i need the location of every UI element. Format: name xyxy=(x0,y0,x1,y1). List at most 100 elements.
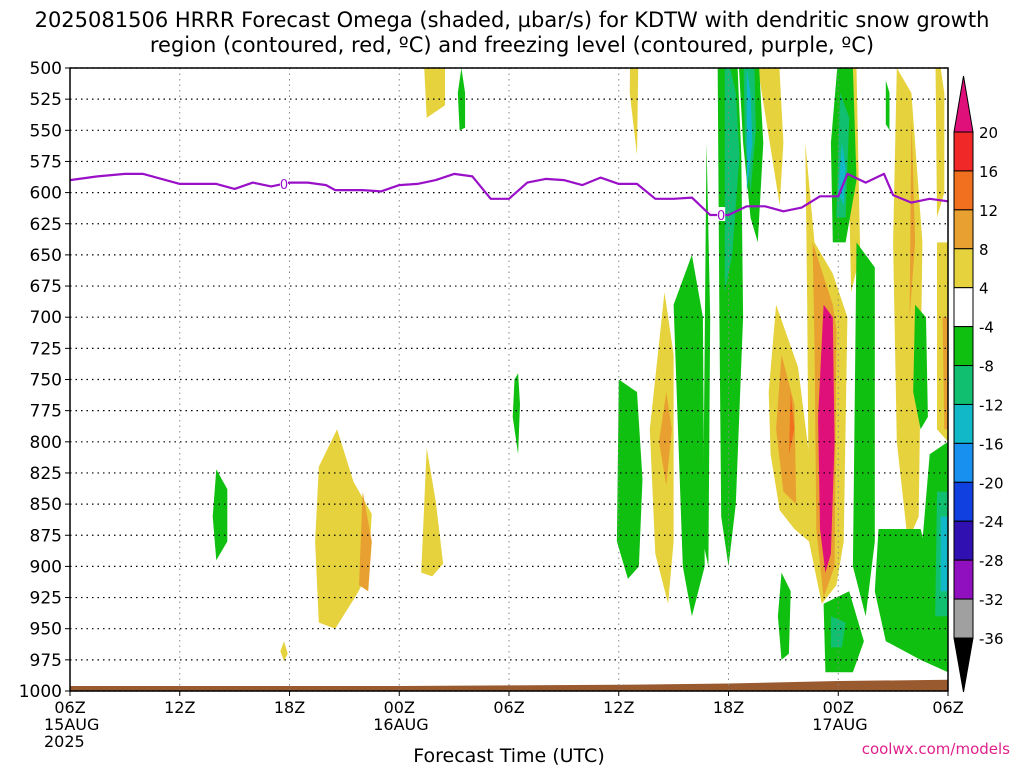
colorbar-bin-3 xyxy=(953,209,974,250)
omega-region-24 xyxy=(616,379,643,579)
omega-region-9 xyxy=(788,392,795,455)
omega-region-15 xyxy=(893,68,923,542)
omega-region-1 xyxy=(421,448,444,577)
colorbar-top-arrow xyxy=(953,75,974,133)
colorbar-bin-1 xyxy=(953,131,974,172)
colorbar-bin-10 xyxy=(953,481,974,522)
omega-region-16 xyxy=(909,117,916,318)
omega-region-25 xyxy=(673,254,705,617)
x-tick-label-24-0: 06Z xyxy=(493,698,524,717)
colorbar-label-8: -16 xyxy=(979,435,1004,453)
y-tick-label-750: 750 xyxy=(30,371,62,391)
x-tick-label-48-0: 06Z xyxy=(932,698,963,717)
colorbar-label-5: -4 xyxy=(979,319,994,337)
y-tick-label-650: 650 xyxy=(30,246,62,266)
omega-region-0 xyxy=(424,68,445,118)
colorbar-bin-4 xyxy=(953,248,974,289)
y-tick-label-825: 825 xyxy=(30,464,62,484)
x-tick-label-6-0: 12Z xyxy=(164,698,195,717)
colorbar-label-9: -20 xyxy=(979,474,1004,492)
colorbar-label-0: 20 xyxy=(979,124,998,142)
colorbar-label-11: -28 xyxy=(979,552,1004,570)
omega-region-2 xyxy=(315,429,372,629)
omega-region-40 xyxy=(913,304,928,430)
omega-region-26 xyxy=(702,142,711,567)
y-tick-label-950: 950 xyxy=(30,620,62,640)
colorbar-label-2: 12 xyxy=(979,202,998,220)
omega-region-8 xyxy=(776,354,797,505)
y-tick-label-850: 850 xyxy=(30,495,62,515)
omega-region-44 xyxy=(885,80,890,131)
omega-region-5 xyxy=(659,392,672,486)
colorbar-label-4: 4 xyxy=(979,280,989,298)
omega-region-43 xyxy=(940,516,948,592)
y-tick-label-875: 875 xyxy=(30,526,62,546)
freezing-level-label-0: 0 xyxy=(280,178,288,193)
colorbar-label-1: 16 xyxy=(979,163,998,181)
omega-region-38 xyxy=(852,242,875,617)
y-tick-label-625: 625 xyxy=(30,215,62,235)
x-tick-label-0-1: 15AUG xyxy=(44,715,99,734)
x-tick-label-36-0: 18Z xyxy=(713,698,744,717)
y-tick-label-500: 500 xyxy=(30,59,62,79)
colorbar-bin-13 xyxy=(953,598,974,639)
y-tick-label-550: 550 xyxy=(30,121,62,141)
colorbar-label-10: -24 xyxy=(979,513,1004,531)
omega-region-6 xyxy=(629,68,639,156)
omega-region-21 xyxy=(212,469,228,561)
y-tick-label-600: 600 xyxy=(30,184,62,204)
y-tick-label-575: 575 xyxy=(30,152,62,172)
colorbar-bin-12 xyxy=(953,559,974,600)
chart-title: 2025081506 HRRR Forecast Omega (shaded, … xyxy=(34,8,990,57)
colorbar-label-3: 8 xyxy=(979,241,989,259)
colorbar-bin-6 xyxy=(953,326,974,367)
omega-region-37 xyxy=(830,616,846,648)
omega-region-32 xyxy=(777,572,791,660)
omega-region-31 xyxy=(746,68,753,193)
colorbar-bin-11 xyxy=(953,520,974,561)
x-axis-label: Forecast Time (UTC) xyxy=(413,745,604,767)
freezing-label-bg-1 xyxy=(717,207,726,222)
colorbar-bin-5 xyxy=(953,287,974,328)
omega-region-20 xyxy=(280,641,288,662)
freezing-level-label-1: 0 xyxy=(717,209,725,224)
credit-text: coolwx.com/models xyxy=(861,740,1010,758)
omega-region-10 xyxy=(757,68,784,206)
x-tick-label-42-0: 00Z xyxy=(823,698,854,717)
y-tick-label-675: 675 xyxy=(30,277,62,297)
colorbar-bin-7 xyxy=(953,365,974,405)
y-tick-label-925: 925 xyxy=(30,589,62,609)
y-tick-label-975: 975 xyxy=(30,651,62,671)
x-tick-label-18-0: 00Z xyxy=(384,698,415,717)
colorbar-bin-9 xyxy=(953,442,974,483)
colorbar-label-12: -32 xyxy=(979,591,1004,609)
omega-region-13 xyxy=(818,304,835,573)
colorbar-bottom-arrow xyxy=(953,637,974,693)
omega-region-23 xyxy=(512,373,520,455)
x-tick-label-30-0: 12Z xyxy=(603,698,634,717)
x-tick-label-0-0: 06Z xyxy=(54,698,85,717)
omega-region-19 xyxy=(942,317,948,430)
omega-shading xyxy=(70,68,948,691)
y-tick-label-525: 525 xyxy=(30,90,62,110)
x-tick-label-12-0: 18Z xyxy=(274,698,305,717)
colorbar-label-13: -36 xyxy=(979,630,1004,648)
y-tick-label-900: 900 xyxy=(30,557,62,577)
colorbar-label-6: -8 xyxy=(979,358,994,376)
y-tick-label-775: 775 xyxy=(30,402,62,422)
x-tick-label-42-1: 17AUG xyxy=(812,715,867,734)
freezing-level-line xyxy=(69,172,949,217)
x-tick-label-18-1: 16AUG xyxy=(373,715,428,734)
y-tick-label-1000: 1000 xyxy=(19,682,62,702)
colorbar-label-7: -12 xyxy=(979,396,1004,414)
x-tick-label-0-2: 2025 xyxy=(44,732,85,751)
terrain-surface xyxy=(70,679,948,691)
omega-region-17 xyxy=(935,68,945,218)
y-tick-label-800: 800 xyxy=(30,433,62,453)
y-tick-label-700: 700 xyxy=(30,308,62,328)
colorbar-bin-2 xyxy=(953,170,974,211)
colorbar-bin-8 xyxy=(953,403,974,444)
y-tick-label-725: 725 xyxy=(30,339,62,359)
freezing-label-bg-0 xyxy=(280,175,289,190)
